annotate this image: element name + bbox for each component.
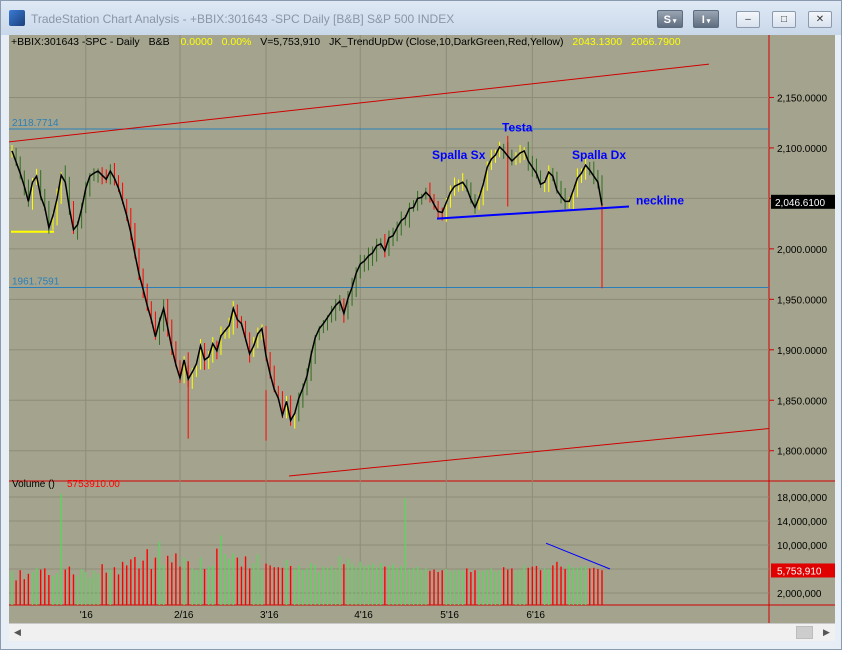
header-indicator: JK_TrendUpDw (Close,10,DarkGreen,Red,Yel… (329, 36, 563, 48)
lower-trend-line (288, 428, 770, 477)
chart-header: +BBIX:301643 -SPC - Daily B&B 0.0000 0.0… (11, 36, 681, 48)
header-style: B&B (149, 36, 170, 48)
neckline-label: neckline (636, 193, 684, 207)
time-tick-label: 3'16 (260, 610, 279, 621)
time-tick-label: 5'16 (440, 610, 459, 621)
price-tick-label: 2,150.0000 (777, 93, 827, 104)
volume-last-badge-label: 5,753,910 (777, 566, 822, 577)
header-change-pct: 0.00% (222, 36, 252, 48)
price-tick-label: 2,000.0000 (777, 245, 827, 256)
chart-area[interactable]: 2118.7714 1961.7591 Testa Spalla Sx Spalla … (9, 35, 835, 623)
level-label: 1961.7591 (12, 276, 60, 287)
volume-tick-label: 10,000,000 (777, 541, 827, 552)
time-tick-label: '16 (80, 610, 93, 621)
volume-panel: 18,000,00014,000,00010,000,0006,000,0002… (9, 479, 835, 605)
close-price-line (11, 145, 603, 423)
close-button[interactable]: ✕ (808, 11, 832, 28)
upper-trend-line (9, 63, 710, 143)
header-change: 0.0000 (181, 36, 213, 48)
volume-tick-label: 18,000,000 (777, 493, 827, 504)
scroll-left-arrow-icon[interactable]: ◀ (14, 627, 21, 637)
volume-trend-line (545, 542, 611, 570)
s-button-label: S (663, 14, 671, 26)
volume-tick-label: 2,000,000 (777, 589, 822, 600)
dropdown-arrow-icon: ▾ (670, 18, 677, 25)
header-value1: 2043.1300 (572, 36, 622, 48)
volume-last-badge (771, 563, 835, 578)
price-panel-background (9, 35, 769, 481)
volume-title: Volume () (12, 479, 55, 490)
price-bars (11, 135, 603, 441)
window-title: TradeStation Chart Analysis - +BBIX:3016… (31, 12, 455, 26)
minimize-icon: – (745, 14, 751, 25)
time-tick-label: 6'16 (526, 610, 545, 621)
neckline-line (436, 205, 630, 220)
horizontal-levels: 2118.7714 1961.7591 (9, 118, 769, 288)
price-tick-label: 1,900.0000 (777, 346, 827, 357)
price-tick-label: 2,100.0000 (777, 144, 827, 155)
close-icon: ✕ (815, 14, 825, 25)
time-tick-label: 2/16 (174, 610, 194, 621)
header-value2: 2066.7900 (631, 36, 681, 48)
scroll-right-arrow-icon[interactable]: ▶ (823, 627, 830, 637)
svg-text:+BBIX:301643 -SPC - Daily: +BBIX:301643 -SPC - Daily B&B 0.0000 0.0… (11, 36, 681, 48)
left-shoulder-label: Spalla Sx (432, 148, 486, 162)
price-tick-label: 1,950.0000 (777, 295, 827, 306)
scroll-thumb[interactable] (796, 626, 813, 639)
tradestation-app-icon (9, 10, 25, 26)
last-price-badge (771, 194, 835, 209)
i-button-label: I (701, 14, 705, 26)
last-price-label: 2,046.6100 (775, 198, 825, 209)
header-symbol: +BBIX:301643 -SPC - Daily (11, 36, 140, 48)
header-volume: V=5,753,910 (260, 36, 320, 48)
head-label: Testa (502, 121, 533, 135)
s-menu-button[interactable]: S ▾ (657, 10, 683, 28)
axes: 2,150.00002,100.00002,050.00002,000.0000… (80, 93, 835, 621)
horizontal-scrollbar[interactable]: ◀ ▶ (9, 623, 835, 641)
trend-channel (9, 63, 770, 477)
price-tick-label: 1,850.0000 (777, 396, 827, 407)
volume-last-value: 5753910.00 (67, 479, 120, 490)
minimize-button[interactable]: – (736, 11, 760, 28)
dropdown-arrow-icon: ▾ (704, 18, 711, 25)
level-label: 2118.7714 (12, 118, 59, 129)
restore-button[interactable]: □ (772, 11, 796, 28)
volume-tick-label: 14,000,000 (777, 517, 827, 528)
price-tick-label: 1,800.0000 (777, 447, 827, 458)
scroll-track[interactable] (27, 624, 817, 641)
chart-svg[interactable]: 2118.7714 1961.7591 Testa Spalla Sx Spalla … (9, 35, 835, 623)
restore-icon: □ (780, 14, 788, 25)
pattern-annotations: Testa Spalla Sx Spalla Dx neckline (432, 121, 684, 220)
title-bar[interactable]: TradeStation Chart Analysis - +BBIX:3016… (1, 1, 841, 35)
right-shoulder-label: Spalla Dx (572, 148, 626, 162)
time-tick-label: 4'16 (354, 610, 373, 621)
i-menu-button[interactable]: I ▾ (693, 10, 719, 28)
grid (9, 35, 835, 623)
